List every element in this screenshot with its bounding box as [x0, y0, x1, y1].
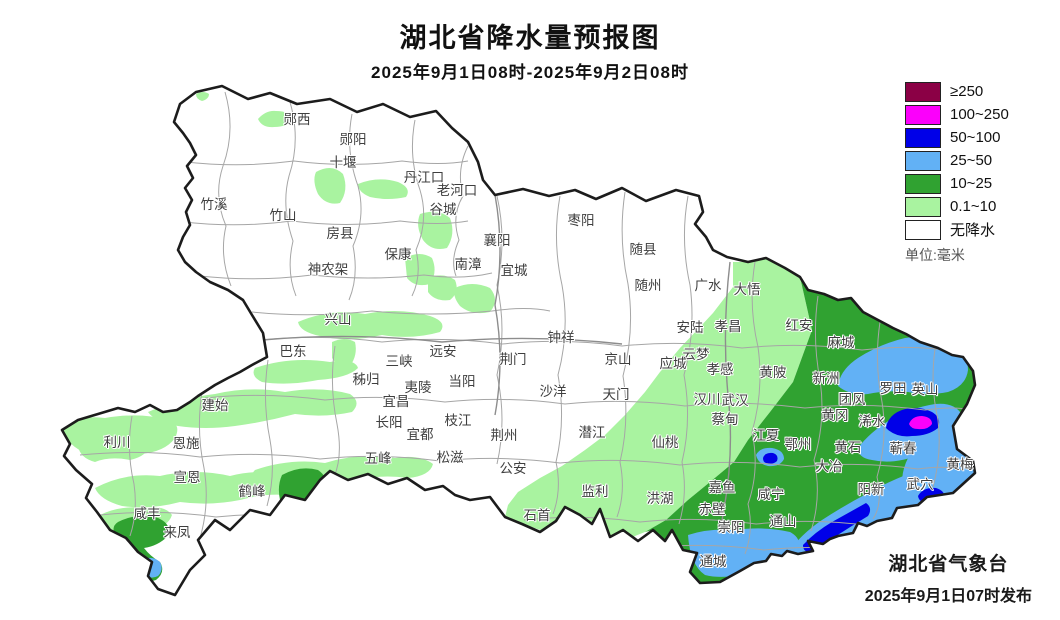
legend-label: 100~250: [950, 106, 1009, 123]
issuer-name: 湖北省气象台: [888, 554, 1009, 575]
legend-item: 无降水: [905, 218, 1055, 241]
legend-swatch-r25_50: [905, 150, 941, 171]
legend-label: 10~25: [950, 175, 993, 192]
attribution: 湖北省气象台 2025年9月1日07时发布: [865, 549, 1032, 606]
legend-rows: ≥250 100~250 50~100 25~50 10~25 0.1~10 无降水: [905, 80, 1055, 241]
legend-item: 10~25: [905, 172, 1055, 195]
legend-item: 100~250: [905, 103, 1055, 126]
legend-label: 25~50: [950, 152, 993, 169]
city-borders: [261, 194, 732, 521]
legend-swatch-none: [905, 219, 941, 240]
legend-item: 25~50: [905, 149, 1055, 172]
legend-swatch-r10_25: [905, 173, 941, 194]
legend-item: ≥250: [905, 80, 1055, 103]
legend: ≥250 100~250 50~100 25~50 10~25 0.1~10 无降水 单位:…: [905, 80, 1055, 265]
page-title: 湖北省降水量预报图: [399, 23, 661, 53]
legend-item: 50~100: [905, 126, 1055, 149]
legend-label: 50~100: [950, 129, 1001, 146]
legend-label: 0.1~10: [950, 198, 997, 215]
legend-swatch-r0p1_10: [905, 196, 941, 217]
legend-swatch-gte250: [905, 81, 941, 102]
issue-time: 2025年9月1日07时发布: [864, 588, 1032, 605]
legend-unit-label: 单位:毫米: [905, 247, 965, 263]
rain-patch-100-250: [909, 416, 932, 430]
legend-swatch-r50_100: [905, 127, 941, 148]
page-subtitle: 2025年9月1日08时-2025年9月2日08时: [371, 63, 689, 82]
legend-item: 0.1~10: [905, 195, 1055, 218]
legend-label: 无降水: [950, 222, 996, 239]
rain-patches-0p1-10: [62, 92, 812, 540]
legend-label: ≥250: [950, 83, 984, 100]
province-outline: [60, 84, 977, 597]
legend-swatch-r100_250: [905, 104, 941, 125]
